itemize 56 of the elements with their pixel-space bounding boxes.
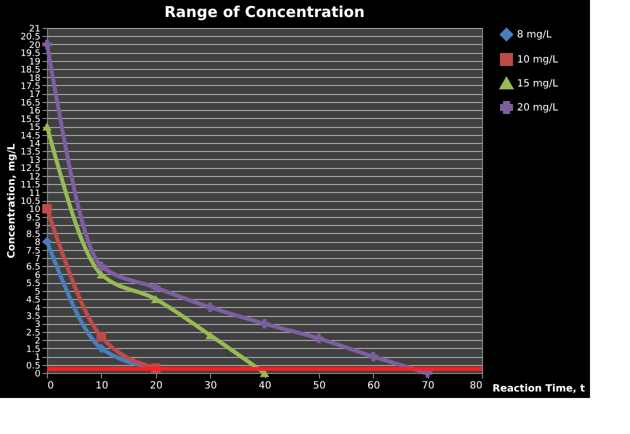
point [205,302,215,312]
legend-label: 20 mg/L [517,102,558,114]
x-tick-label: 80 [470,380,482,392]
point [314,334,324,344]
x-tick-label: 40 [258,380,272,392]
y-tick-label: 13 [29,156,40,166]
point [42,122,52,131]
x-tick-label: 70 [422,380,434,392]
x-tick-label: 20 [150,380,163,392]
point [42,40,52,50]
y-tick-label: 16 [29,106,41,117]
y-tick-label: 14 [29,140,41,150]
y-tick-label: 12 [29,172,40,182]
y-tick-label: 14.5 [20,131,40,142]
y-tick-label: 2 [34,336,40,347]
y-axis-title: Concentration, mg/L [6,143,18,258]
y-tick-label: 10 [29,205,41,216]
point [368,352,378,362]
y-tick-label: 11.5 [20,180,40,191]
point [260,318,270,328]
y-tick-label: 15.5 [20,114,40,125]
y-tick-label: 11 [29,188,40,199]
y-tick-label: 6 [34,270,41,281]
y-tick-label: 21 [29,24,40,34]
point [96,332,106,342]
y-tick-label: 7 [34,254,40,264]
y-tick-label: 0 [34,370,41,380]
point [42,204,52,214]
point [96,261,106,271]
y-tick-label: 4 [34,304,41,314]
legend-label: 15 mg/L [517,78,558,90]
y-tick-label: 15 [29,123,40,134]
x-tick-label: 60 [367,380,380,392]
legend-label: 8 mg/L [517,30,552,40]
y-tick-label: 9 [34,222,41,232]
point [42,236,52,246]
y-tick-label: 7.5 [26,246,40,256]
y-tick-label: 17.5 [20,82,40,92]
x-tick-label: 0 [48,380,54,392]
chart-title: Range of Concentration [164,3,365,21]
y-tick-label: 18 [29,74,41,84]
point [96,344,106,354]
x-tick-label: 10 [96,380,108,392]
x-tick-label: 50 [313,380,326,392]
y-tick-label: 4.5 [26,296,40,306]
y-tick-label: 20 [29,40,41,51]
y-tick-label: 3 [34,320,40,330]
legend-label: 10 mg/L [517,54,558,66]
x-axis-title: Reaction Time, t [492,384,586,394]
y-tick-label: 5 [34,287,40,298]
y-tick-label: 5.5 [26,279,40,290]
y-tick-label: 8 [34,238,41,248]
x-tick-label: 30 [204,380,217,392]
y-tick-label: 1.5 [26,344,40,355]
point [151,282,160,292]
y-tick-label: 1 [34,353,40,364]
